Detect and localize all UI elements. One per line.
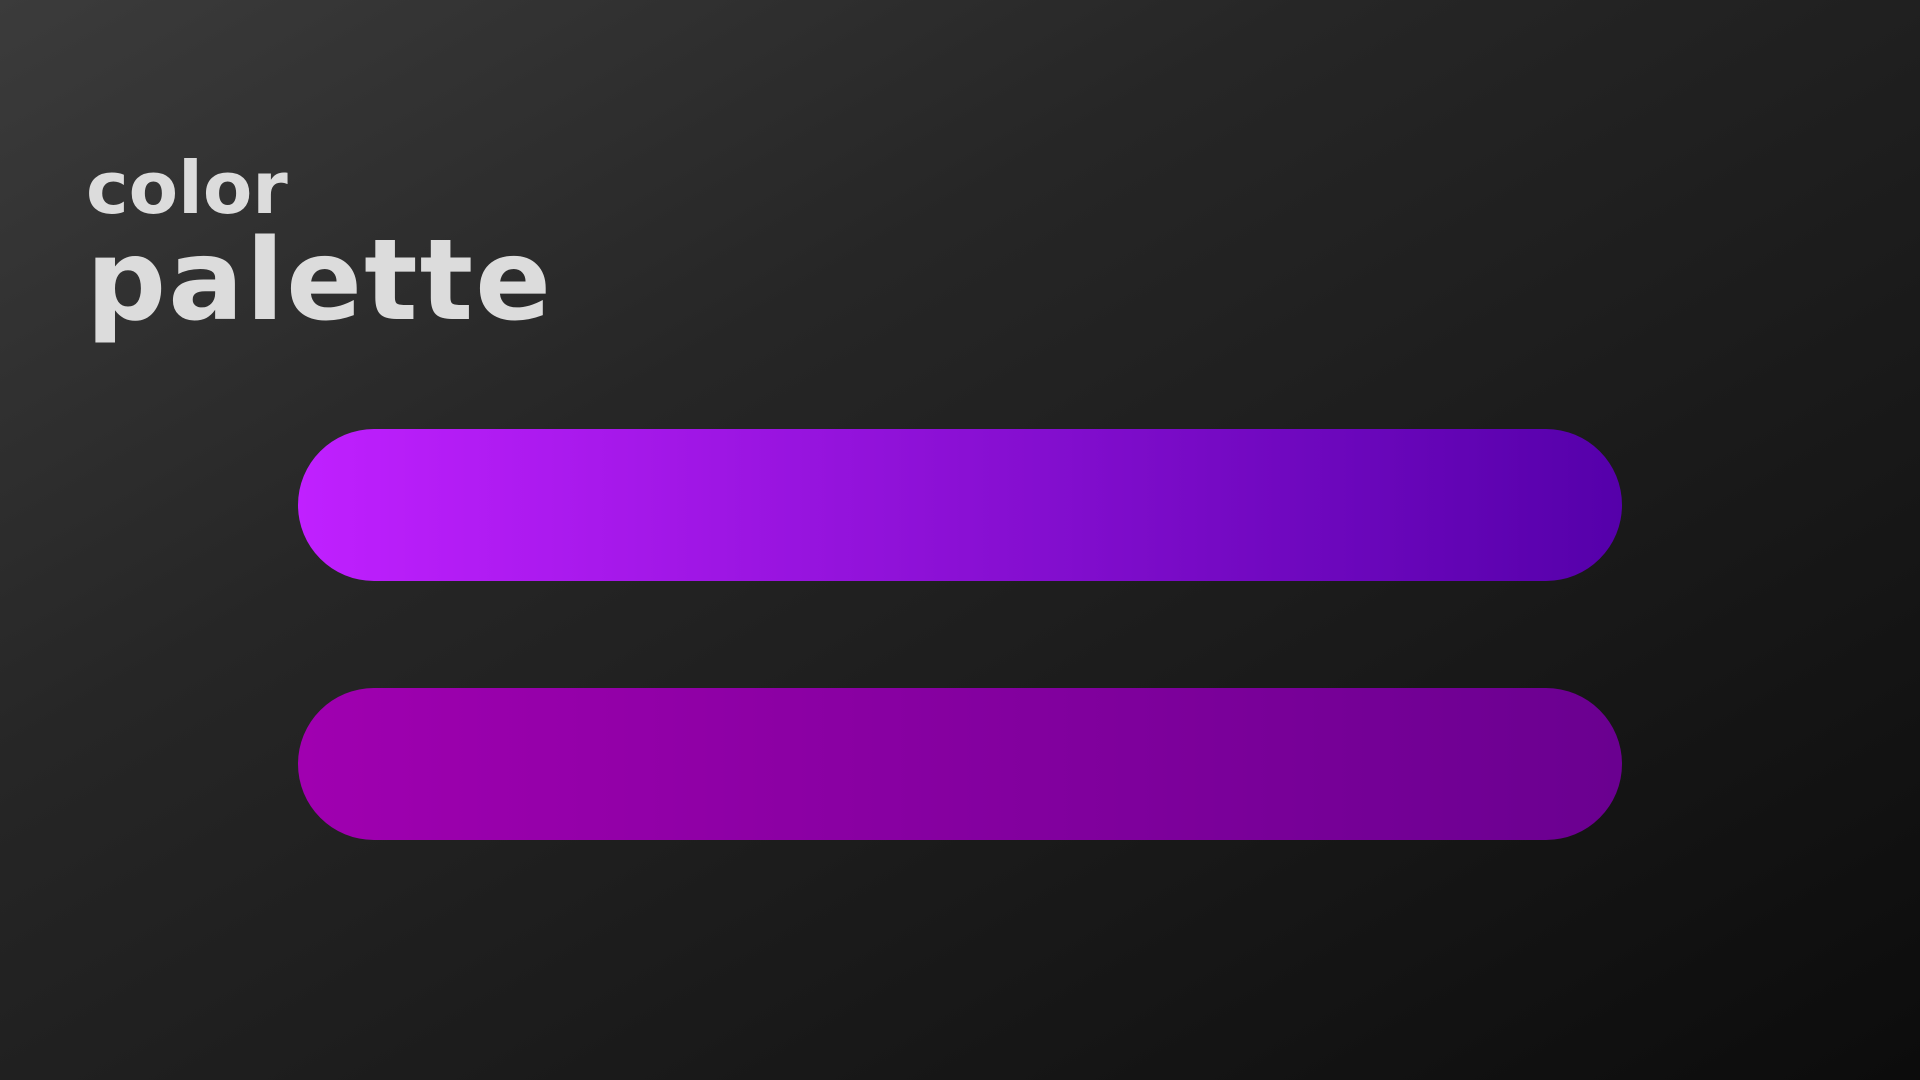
color-swatch-magenta-purple bbox=[298, 688, 1622, 840]
title-line-palette: palette bbox=[86, 216, 554, 346]
page-title: color palette bbox=[86, 146, 554, 346]
title-line-color: color bbox=[86, 146, 288, 230]
color-swatch-purple-violet bbox=[298, 429, 1622, 581]
